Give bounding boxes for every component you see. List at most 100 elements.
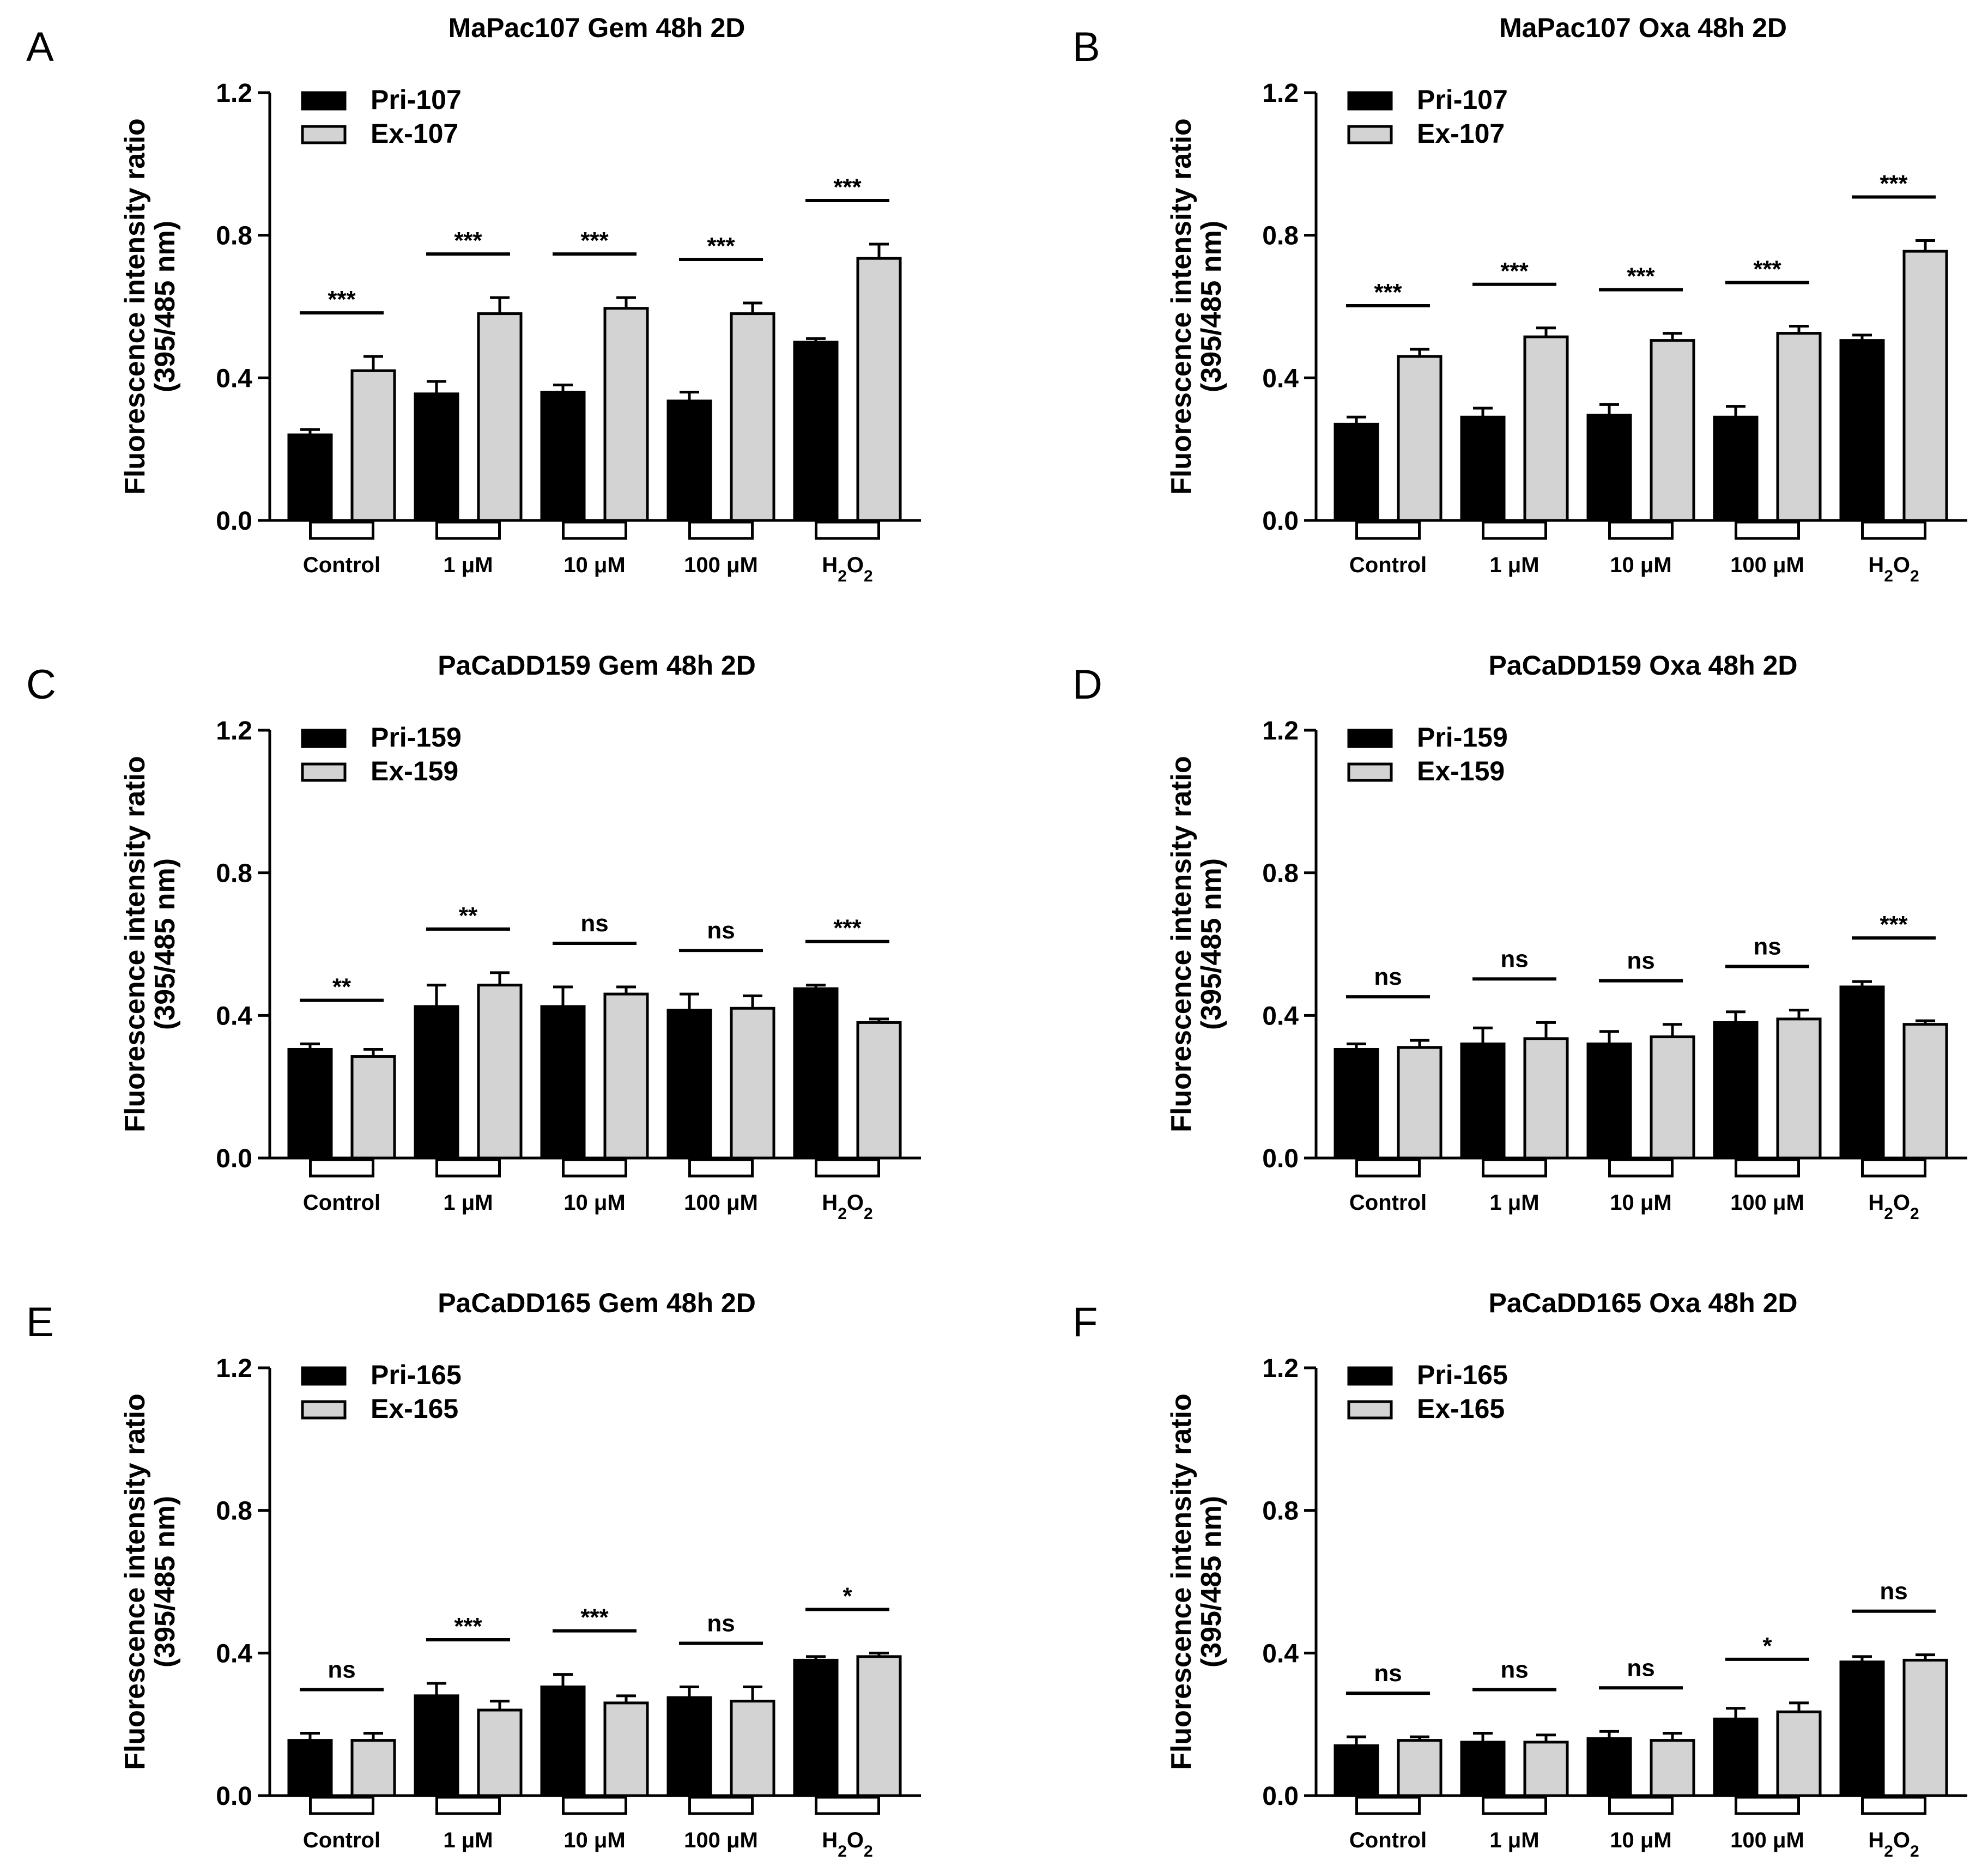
bar-pri-159 [287,1047,333,1160]
bar-pri-107 [793,341,839,522]
chart-title: PaCaDD159 Oxa 48h 2D [1489,650,1798,681]
y-axis-label-units: (395/485 nm) [1196,221,1227,392]
chart-panel-d: D PaCaDD159 Oxa 48h 2D Fluorescence intens… [1072,650,1967,1223]
x-tick-label: 100 μM [1730,1191,1804,1215]
bar-pri-159 [1460,1042,1506,1160]
y-tick-label: 0.4 [216,364,252,393]
category-box [435,1796,501,1815]
y-tick-label: 0.0 [216,1782,252,1811]
x-tick-label: H2O2 [1868,1828,1919,1860]
x-tick-label: Control [303,1191,380,1215]
x-tick-label: 10 μM [563,553,625,577]
category-box [1735,520,1800,540]
y-tick-label: 1.2 [1262,1354,1299,1383]
significance-label: ns [1374,963,1402,990]
significance-label: ** [459,902,478,929]
bar-ex-107 [477,312,523,522]
bar-pri-165 [540,1685,586,1797]
significance-label: ns [1627,948,1654,974]
y-tick-label: 0.8 [216,859,252,888]
bar-ex-107 [730,312,775,522]
category-box [1861,1796,1926,1815]
bar-pri-107 [1839,339,1885,522]
legend-label: Pri-107 [1417,84,1508,115]
bar-pri-165 [1713,1717,1759,1797]
category-box [309,1796,374,1815]
bar-pri-159 [1586,1042,1632,1160]
chart-title: MaPac107 Gem 48h 2D [448,13,745,43]
significance-label: ns [707,917,735,944]
bar-ex-165 [350,1739,396,1797]
category-box [562,1796,627,1815]
significance-label: ns [1374,1660,1402,1687]
bar-pri-107 [287,433,333,522]
bar-ex-159 [1650,1035,1695,1160]
y-tick-label: 0.4 [1262,1639,1299,1668]
bar-ex-107 [856,257,902,522]
category-box [815,1796,880,1815]
x-tick-label: 10 μM [1610,553,1671,577]
significance-label: ns [1880,1578,1907,1605]
x-tick-label: 100 μM [684,1828,758,1852]
bar-pri-165 [666,1696,712,1797]
y-axis-label: Fluorescence intensity ratio [119,118,151,495]
significance-label: *** [454,1613,482,1640]
legend-label: Ex-165 [1417,1393,1505,1424]
category-box [1482,1796,1547,1815]
y-axis-label: Fluorescence intensity ratio [1166,756,1197,1132]
y-axis-label-units: (395/485 nm) [149,221,181,392]
legend-label: Ex-159 [371,756,458,786]
y-tick-label: 1.2 [216,79,252,108]
x-tick-label: H2O2 [1868,1191,1919,1223]
category-box [1861,1158,1926,1178]
bar-ex-159 [730,1007,775,1160]
bar-pri-159 [414,1005,459,1160]
x-tick-label: H2O2 [1868,553,1919,585]
category-box [815,520,880,540]
legend-swatch [1347,91,1393,111]
chart-panel-c: C PaCaDD159 Gem 48h 2D Fluorescence intens… [26,650,921,1223]
x-tick-label: 100 μM [1730,553,1804,577]
panel-letter: E [26,1299,54,1345]
x-tick-label: Control [303,1828,380,1852]
y-tick-label: 0.0 [216,1144,252,1173]
category-box [1861,520,1926,540]
bar-ex-107 [1776,332,1822,522]
significance-label: *** [707,233,735,259]
chart-panel-f: F PaCaDD165 Oxa 48h 2D Fluorescence intens… [1072,1288,1967,1860]
y-tick-label: 0.8 [1262,859,1299,888]
legend-swatch [1347,762,1393,782]
significance-label: *** [454,227,482,254]
significance-label: *** [580,227,609,254]
bar-ex-107 [350,369,396,522]
y-tick-label: 1.2 [1262,79,1299,108]
category-box [1482,1158,1547,1178]
bar-pri-159 [540,1005,586,1160]
y-axis-label: Fluorescence intensity ratio [1166,118,1197,495]
bar-ex-159 [1523,1037,1569,1160]
significance-label: ns [707,1610,735,1636]
x-tick-label: Control [1349,553,1427,577]
x-tick-label: 10 μM [563,1191,625,1215]
category-box [1735,1158,1800,1178]
category-box [1482,520,1547,540]
significance-label: ns [580,910,608,937]
legend-swatch [301,1366,347,1386]
bar-ex-165 [603,1701,649,1797]
chart-panel-e: E PaCaDD165 Gem 48h 2D Fluorescence intens… [26,1288,921,1860]
y-tick-label: 0.8 [1262,222,1299,251]
y-tick-label: 0.0 [1262,1782,1299,1811]
bar-pri-159 [1713,1021,1759,1160]
category-box [1735,1796,1800,1815]
category-box [1355,520,1421,540]
legend-swatch [301,91,347,111]
x-tick-label: 10 μM [1610,1828,1671,1852]
y-tick-label: 0.4 [216,1639,252,1668]
panel-letter: D [1072,662,1102,708]
significance-label: *** [833,915,862,942]
bar-ex-159 [1397,1046,1442,1160]
significance-label: *** [328,286,356,313]
y-tick-label: 1.2 [1262,717,1299,745]
category-box [688,1796,754,1815]
